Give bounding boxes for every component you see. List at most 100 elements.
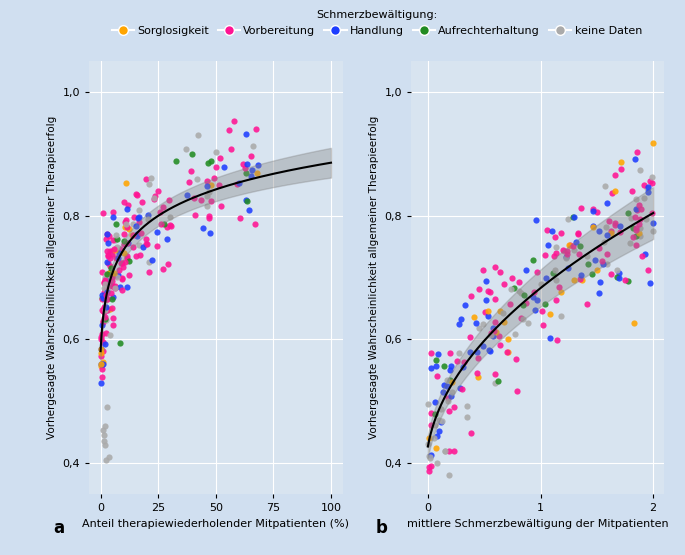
Point <box>240 164 251 173</box>
Point <box>627 224 638 233</box>
Point <box>96 359 107 368</box>
Point <box>562 247 573 256</box>
Point <box>645 177 656 186</box>
Point <box>562 250 573 259</box>
Point <box>101 306 112 315</box>
Point <box>595 278 606 287</box>
Point <box>99 278 110 287</box>
Point <box>166 222 177 231</box>
Point <box>100 295 111 304</box>
Point <box>122 223 133 231</box>
Point <box>116 258 127 267</box>
Point <box>430 410 441 419</box>
Point <box>101 291 112 300</box>
Point <box>532 296 543 305</box>
Point <box>113 253 124 262</box>
Point <box>465 291 476 300</box>
Point <box>515 314 526 322</box>
Point <box>607 189 618 198</box>
Point <box>582 300 593 309</box>
Point <box>123 256 134 265</box>
Point <box>223 125 234 134</box>
Point <box>569 212 580 221</box>
Point <box>101 304 112 312</box>
Point <box>111 235 122 244</box>
Point <box>97 321 108 330</box>
Point <box>469 312 479 321</box>
Point <box>458 363 469 372</box>
Point <box>192 174 203 183</box>
Point <box>434 415 445 424</box>
Point <box>116 275 127 284</box>
Point <box>99 440 110 449</box>
Point <box>435 417 446 426</box>
Point <box>98 307 109 316</box>
Point <box>182 191 193 200</box>
Point <box>599 238 610 246</box>
Point <box>140 175 151 184</box>
Point <box>110 281 121 290</box>
Point <box>130 221 141 230</box>
Point <box>96 362 107 371</box>
Point <box>501 348 512 357</box>
Point <box>465 428 476 437</box>
Point <box>145 174 156 183</box>
Point <box>201 176 212 185</box>
Point <box>234 213 245 222</box>
Point <box>99 305 110 314</box>
Point <box>637 251 648 260</box>
Point <box>123 200 134 209</box>
Point <box>143 210 154 219</box>
Point <box>647 172 658 181</box>
Point <box>487 332 498 341</box>
Point <box>108 236 119 245</box>
X-axis label: mittlere Schmerzbewältigung der Mitpatienten: mittlere Schmerzbewältigung der Mitpatie… <box>407 518 669 528</box>
Point <box>442 382 453 391</box>
Point <box>503 347 514 356</box>
Point <box>164 195 175 204</box>
Point <box>102 270 113 279</box>
Point <box>99 315 110 324</box>
Point <box>104 305 115 314</box>
Point <box>116 285 127 294</box>
Point <box>107 276 118 285</box>
Point <box>636 204 647 213</box>
Point <box>448 402 459 411</box>
Point <box>635 223 646 232</box>
Point <box>122 253 133 262</box>
Point <box>114 249 125 258</box>
Point <box>247 142 258 150</box>
Point <box>518 314 529 323</box>
Point <box>110 244 121 253</box>
Point <box>106 250 117 259</box>
Point <box>499 280 510 289</box>
Point <box>477 320 488 329</box>
Point <box>536 280 547 289</box>
Point <box>149 191 160 200</box>
Point <box>520 265 531 274</box>
Point <box>105 247 116 256</box>
Point <box>96 268 107 277</box>
Point <box>102 239 113 248</box>
Point <box>195 195 206 204</box>
Point <box>107 249 118 258</box>
Point <box>190 211 201 220</box>
Point <box>485 346 496 355</box>
Point <box>432 431 443 440</box>
Point <box>251 125 262 134</box>
Point <box>490 328 501 337</box>
Point <box>550 266 561 275</box>
Point <box>106 263 117 272</box>
Point <box>567 213 578 221</box>
Point <box>132 229 142 238</box>
Point <box>488 324 499 332</box>
Point <box>423 400 434 408</box>
Point <box>461 402 472 411</box>
Point <box>640 215 651 224</box>
Point <box>550 296 561 305</box>
Point <box>102 251 113 260</box>
Point <box>101 234 112 243</box>
Point <box>515 288 526 297</box>
Point <box>99 278 110 286</box>
Point <box>538 321 549 330</box>
